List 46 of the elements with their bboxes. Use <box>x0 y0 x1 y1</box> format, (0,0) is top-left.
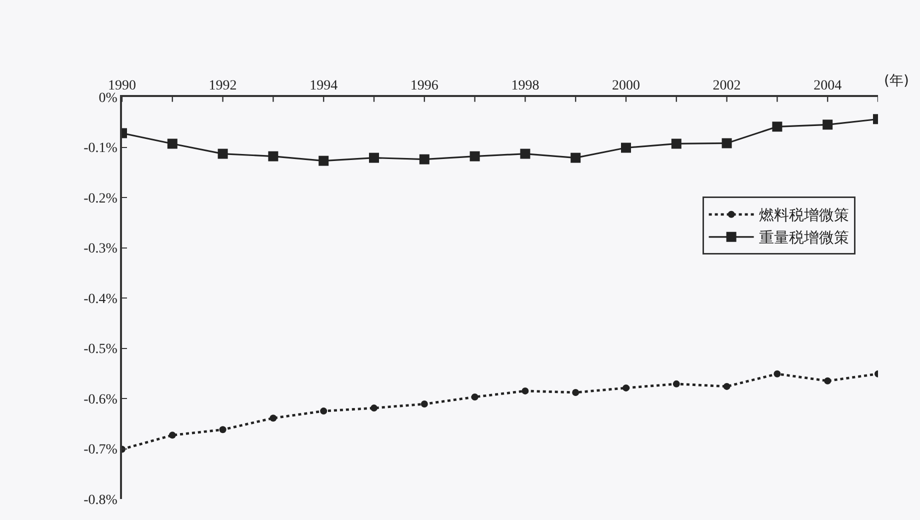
y-tick-label: -0.5% <box>84 342 118 358</box>
point <box>270 414 277 422</box>
point <box>774 370 781 378</box>
x-axis-title: (年) <box>884 73 909 89</box>
point <box>723 382 730 390</box>
point <box>167 138 178 149</box>
point <box>621 142 631 153</box>
point <box>369 152 379 163</box>
x-tick-label: 2004 <box>814 78 842 94</box>
legend-label: 燃料税增微策 <box>758 206 849 224</box>
point <box>522 387 529 394</box>
point <box>671 138 682 149</box>
point <box>168 432 176 439</box>
point <box>471 393 478 400</box>
point <box>370 404 378 412</box>
y-tick-label: -0.1% <box>84 141 118 156</box>
y-tick-label: -0.2% <box>84 191 118 206</box>
point <box>622 384 630 392</box>
point <box>470 151 480 162</box>
point <box>219 426 226 434</box>
point <box>722 138 732 148</box>
x-tick-label: 1992 <box>208 78 237 94</box>
point <box>824 377 832 384</box>
point <box>419 154 430 164</box>
point <box>268 151 278 162</box>
y-tick-label: -0.3% <box>84 242 118 257</box>
point <box>318 156 329 166</box>
legend-label: 重量税增微策 <box>758 228 849 247</box>
point <box>572 388 580 396</box>
point <box>218 148 228 159</box>
point <box>570 152 581 163</box>
x-tick-label: 2000 <box>612 78 640 94</box>
point <box>420 400 428 408</box>
point <box>320 408 328 415</box>
point <box>672 380 680 388</box>
point <box>520 148 530 159</box>
point <box>772 122 782 132</box>
y-tick-label: -0.8% <box>84 492 118 508</box>
y-tick-label: -0.6% <box>84 392 118 408</box>
y-tick-label: -0.7% <box>84 442 118 458</box>
x-tick-label: 1996 <box>410 78 438 94</box>
x-tick-label: 1998 <box>511 78 540 94</box>
x-tick-label: 2002 <box>712 78 741 94</box>
point <box>822 120 833 130</box>
x-tick-label: 1994 <box>310 78 338 94</box>
y-tick-label: -0.4% <box>84 292 118 307</box>
